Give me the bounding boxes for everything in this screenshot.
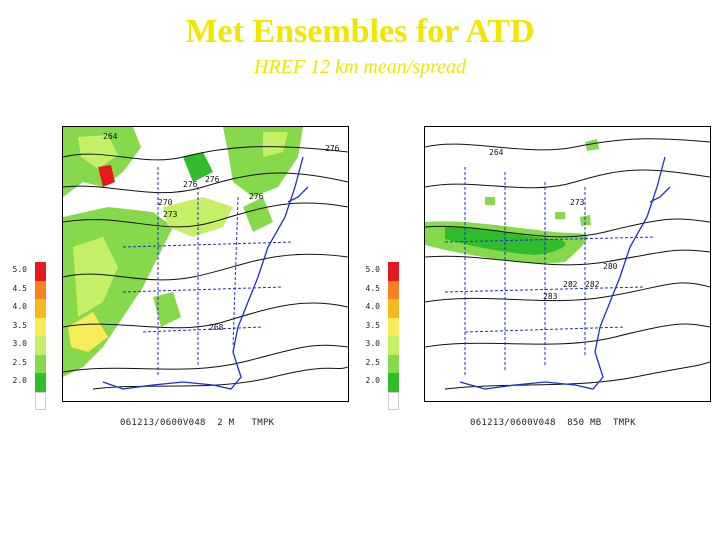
right-map-graphic: 264 273 280 282 282 283 <box>425 138 710 390</box>
colorbar-level: 3.0 <box>358 336 404 355</box>
contour-label: 268 <box>209 323 224 332</box>
contour-label: 276 <box>325 144 340 153</box>
colorbar-level: 4.0 <box>5 299 51 318</box>
coastline <box>459 156 671 390</box>
left-map: 264 276 276 270 276 276 273 268 <box>62 126 349 402</box>
colorbar-level: 5.0 <box>358 262 404 281</box>
slide-subtitle: HREF 12 km mean/spread <box>254 56 466 78</box>
right-colorbar: 5.0 4.5 4.0 3.5 3.0 2.5 2.0 <box>358 262 404 410</box>
temperature-contours <box>425 138 710 390</box>
colorbar-level: 2.0 <box>5 373 51 392</box>
contour-label: 283 <box>543 292 558 301</box>
left-colorbar: 5.0 4.5 4.0 3.5 3.0 2.5 2.0 <box>5 262 51 410</box>
contour-label: 276 <box>183 180 198 189</box>
state-boundaries <box>122 167 294 377</box>
contour-label: 282 <box>563 280 578 289</box>
spread-shading <box>63 127 303 377</box>
state-boundaries <box>444 167 656 377</box>
contour-labels: 264 273 280 282 282 283 <box>489 148 618 301</box>
colorbar-level: 3.0 <box>5 336 51 355</box>
colorbar-level: 4.0 <box>358 299 404 318</box>
contour-labels: 264 276 276 270 276 276 273 268 <box>103 132 340 332</box>
contour-label: 276 <box>249 192 264 201</box>
contour-label: 270 <box>158 198 173 207</box>
temperature-contours <box>63 146 348 390</box>
left-map-caption: 061213/0600V048 2 M TMPK <box>120 418 275 428</box>
colorbar-level: 2.5 <box>5 354 51 373</box>
colorbar-level: 2.5 <box>358 354 404 373</box>
contour-label: 280 <box>603 262 618 271</box>
colorbar-level: 3.5 <box>5 317 51 336</box>
colorbar-level: 3.5 <box>358 317 404 336</box>
contour-label: 264 <box>489 148 504 157</box>
colorbar-level <box>358 391 404 410</box>
contour-label: 273 <box>570 198 585 207</box>
contour-label: 282 <box>585 280 600 289</box>
contour-label: 264 <box>103 132 118 141</box>
colorbar-level: 5.0 <box>5 262 51 281</box>
contour-label: 273 <box>163 210 178 219</box>
left-map-graphic: 264 276 276 270 276 276 273 268 <box>63 127 348 390</box>
slide-title: Met Ensembles for ATD <box>185 13 535 50</box>
coastline <box>102 156 309 390</box>
colorbar-level: 4.5 <box>358 280 404 299</box>
contour-label: 276 <box>205 175 220 184</box>
colorbar-level: 2.0 <box>358 373 404 392</box>
colorbar-level: 4.5 <box>5 280 51 299</box>
right-map: 264 273 280 282 282 283 <box>424 126 711 402</box>
right-map-caption: 061213/0600V048 850 MB TMPK <box>470 418 636 428</box>
colorbar-level <box>5 391 51 410</box>
